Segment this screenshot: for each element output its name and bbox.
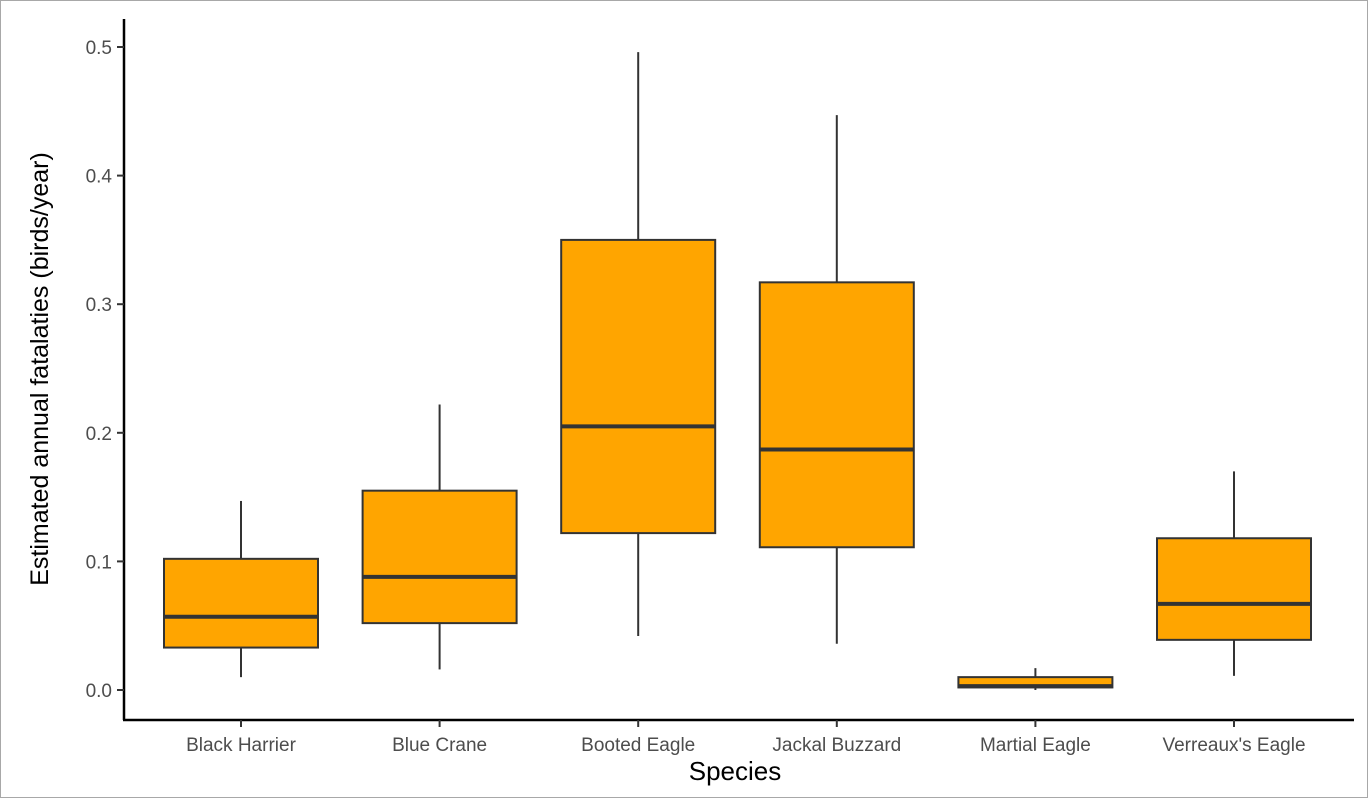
iqr-box <box>758 281 915 549</box>
boxes-layer <box>163 52 1312 690</box>
box-5 <box>1156 471 1312 676</box>
x-tick-label: Blue Crane <box>392 735 487 756</box>
y-axis-title: Estimated annual fatalaties (birds/year) <box>26 152 54 586</box>
y-tick-label: 0.4 <box>86 167 113 188</box>
iqr-box <box>560 238 717 535</box>
x-axis-title: Species <box>689 756 782 786</box>
box-0 <box>163 500 319 678</box>
y-tick-label: 0.5 <box>86 38 112 59</box>
x-ticks-layer: Black Harrier Blue Crane Booted Eagle Jacka… <box>186 720 1306 756</box>
x-tick-label: Jackal Buzzard <box>772 735 901 756</box>
x-tick-label: Martial Eagle <box>980 735 1091 756</box>
x-tick-label: Verreaux's Eagle <box>1162 735 1305 756</box>
y-tick-label: 0.2 <box>86 424 112 445</box>
y-tick-label: 0.0 <box>86 681 112 702</box>
box-4 <box>957 668 1114 690</box>
iqr-box <box>361 489 518 625</box>
y-tick-label: 0.3 <box>86 295 112 316</box>
x-tick-label: Booted Eagle <box>581 735 695 756</box>
y-tick-label: 0.1 <box>86 552 112 573</box>
x-tick-label: Black Harrier <box>186 735 296 756</box>
box-1 <box>361 404 518 670</box>
y-ticks-layer: 0.0 0.1 0.2 0.3 0.4 0.5 <box>86 38 124 702</box>
box-2 <box>560 52 717 636</box>
box-3 <box>758 115 915 644</box>
iqr-box <box>163 557 319 649</box>
iqr-box <box>1156 537 1312 641</box>
